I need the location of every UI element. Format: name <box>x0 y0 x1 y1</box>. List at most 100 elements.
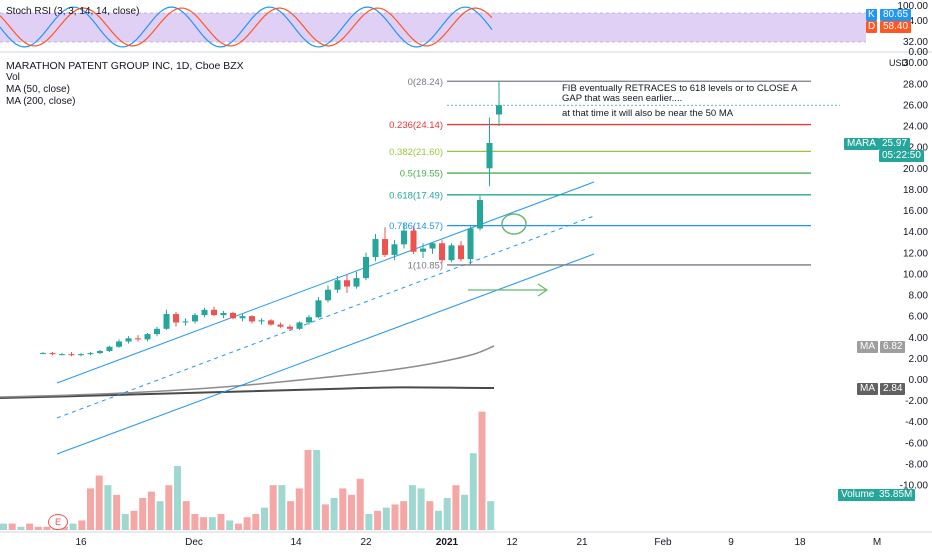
volume-bar <box>330 498 338 530</box>
volume-value-badge: 35.85M <box>876 489 916 501</box>
candle-body <box>448 245 455 261</box>
time-axis-tick: 16 <box>75 537 87 548</box>
candle-body <box>439 243 445 261</box>
price-axis-tick: 0.00 <box>909 375 929 386</box>
candle-body <box>410 230 417 252</box>
price-axis-tick: 26.00 <box>903 100 928 111</box>
candle-body <box>363 257 369 279</box>
volume-bar <box>348 494 355 530</box>
candle-body <box>239 316 246 319</box>
annotation-line-1[interactable]: FIB eventually RETRACES to 618 levels or… <box>562 83 798 94</box>
candle-body <box>496 105 502 115</box>
candle-body <box>49 353 56 355</box>
volume-bar <box>408 485 416 530</box>
k-letter-badge: K <box>866 9 877 21</box>
ma50-name-badge: MA <box>857 341 878 353</box>
retrace-circle <box>501 213 527 235</box>
annotation-line-2[interactable]: GAP that was seen earlier.... <box>562 93 683 104</box>
volume-bar <box>130 510 138 530</box>
candle-body <box>163 314 170 329</box>
candle-body <box>477 199 483 229</box>
volume-bar <box>191 514 199 530</box>
price-axis-tick: 34.00 <box>903 16 928 27</box>
d-letter-badge: D <box>866 21 878 33</box>
price-axis-tick: -4.00 <box>905 417 928 428</box>
time-axis-tick: 22 <box>360 537 372 548</box>
volume-bar <box>321 504 329 530</box>
price-axis-tick: -6.00 <box>905 438 928 449</box>
annotation-line-3[interactable]: at that time it will also be near the 50… <box>562 108 734 119</box>
volume-bar <box>69 523 77 530</box>
candle-body <box>372 239 379 258</box>
fib-level-label: 0.618(17.49) <box>389 190 443 201</box>
countdown-badge: 05:22:50 <box>879 150 924 162</box>
volume-bar <box>382 507 390 530</box>
volume-bar <box>435 510 442 530</box>
symbol-legend[interactable]: MARATHON PATENT GROUP INC, 1D, Cboe BZX <box>6 60 244 72</box>
volume-bar <box>313 450 321 530</box>
candle-body <box>401 230 407 245</box>
volume-bar <box>365 514 373 530</box>
volume-bar <box>200 517 208 530</box>
volume-bar <box>339 488 347 530</box>
channel-mid-line <box>56 215 595 419</box>
candle-body <box>106 346 113 351</box>
stoch-d-line <box>0 7 493 47</box>
target-arrow-head <box>537 283 549 297</box>
volume-bar <box>165 485 173 530</box>
volume-bar <box>34 526 42 530</box>
candle-body <box>59 354 65 356</box>
volume-bar <box>304 450 312 530</box>
ma200-value-badge: 2.84 <box>880 383 906 395</box>
ma200-legend[interactable]: MA (200, close) <box>6 96 76 107</box>
volume-bar <box>139 498 147 530</box>
vol-legend[interactable]: Vol <box>6 72 20 83</box>
time-axis-tick: M <box>873 537 881 548</box>
candle-body <box>78 354 84 356</box>
earnings-marker[interactable]: E <box>48 514 68 530</box>
symbol-badge: MARA <box>844 138 879 150</box>
price-axis-tick: 24.00 <box>903 122 928 133</box>
volume-bar <box>226 520 234 530</box>
price-axis-tick: 32.00 <box>903 37 928 48</box>
stoch-k-line <box>0 6 493 48</box>
price-axis-tick: 22.00 <box>903 143 928 154</box>
candle-body <box>125 338 132 342</box>
volume-bar <box>174 466 181 530</box>
candle-body <box>230 312 236 319</box>
currency-label: USD <box>889 58 909 68</box>
price-axis-tick: 6.00 <box>909 312 929 323</box>
candle-body <box>277 324 284 327</box>
volume-bar <box>26 523 34 530</box>
volume-bar <box>113 494 121 530</box>
candle-body <box>296 322 303 329</box>
time-axis-tick: Dec <box>185 537 203 548</box>
volume-bar <box>443 498 451 530</box>
ma50-legend[interactable]: MA (50, close) <box>6 84 70 95</box>
candle-body <box>116 341 122 347</box>
volume-bar <box>278 485 286 530</box>
volume-bar <box>391 504 399 530</box>
price-axis-tick: 12.00 <box>903 248 928 259</box>
fib-level-label: 0.382(21.60) <box>389 147 443 158</box>
fib-level-label: 0(28.24) <box>408 77 443 88</box>
volume-bar <box>104 485 112 530</box>
stoch-legend: Stoch RSI (3, 3, 14, 14, close) <box>6 6 140 17</box>
time-axis-tick: 2021 <box>436 537 459 548</box>
volume-bar <box>269 485 277 530</box>
candle-body <box>458 245 464 260</box>
stoch-axis-tick: 100.00 <box>897 1 928 12</box>
price-axis-tick: 16.00 <box>903 206 928 217</box>
price-axis-tick: 8.00 <box>909 291 929 302</box>
volume-bar <box>234 523 242 530</box>
candle-body <box>258 320 265 322</box>
price-axis-tick: -2.00 <box>905 396 928 407</box>
volume-bar <box>461 494 469 530</box>
candle-body <box>144 334 151 340</box>
price-axis-tick: 28.00 <box>903 79 928 90</box>
ma200-name-badge: MA <box>857 383 878 395</box>
price-axis-tick: 14.00 <box>903 227 928 238</box>
volume-bar <box>208 517 216 530</box>
